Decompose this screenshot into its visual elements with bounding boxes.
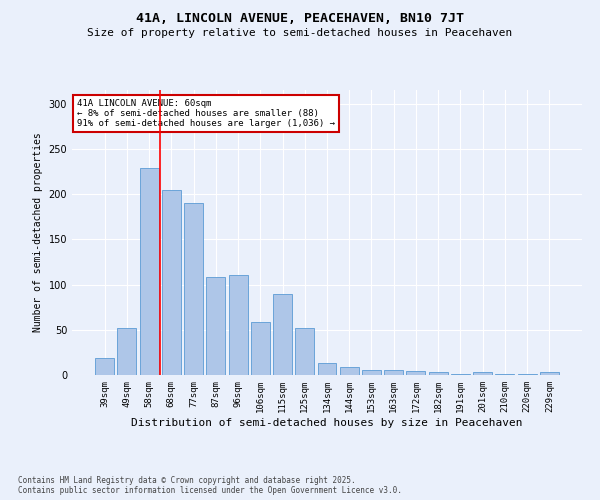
X-axis label: Distribution of semi-detached houses by size in Peacehaven: Distribution of semi-detached houses by … [131,418,523,428]
Bar [451,374,470,375]
Bar [340,367,359,375]
Bar [473,372,492,375]
Bar [406,372,425,375]
Text: 41A, LINCOLN AVENUE, PEACEHAVEN, BN10 7JT: 41A, LINCOLN AVENUE, PEACEHAVEN, BN10 7J… [136,12,464,26]
Bar [540,372,559,375]
Bar [384,370,403,375]
Text: Size of property relative to semi-detached houses in Peacehaven: Size of property relative to semi-detach… [88,28,512,38]
Bar [518,374,536,375]
Bar [184,203,203,375]
Bar [273,294,292,375]
Text: 41A LINCOLN AVENUE: 60sqm
← 8% of semi-detached houses are smaller (88)
91% of s: 41A LINCOLN AVENUE: 60sqm ← 8% of semi-d… [77,98,335,128]
Y-axis label: Number of semi-detached properties: Number of semi-detached properties [33,132,43,332]
Bar [251,322,270,375]
Text: Contains HM Land Registry data © Crown copyright and database right 2025.
Contai: Contains HM Land Registry data © Crown c… [18,476,402,495]
Bar [295,328,314,375]
Bar [162,190,181,375]
Bar [206,278,225,375]
Bar [362,370,381,375]
Bar [429,372,448,375]
Bar [496,374,514,375]
Bar [317,363,337,375]
Bar [229,276,248,375]
Bar [140,168,158,375]
Bar [118,328,136,375]
Bar [95,358,114,375]
